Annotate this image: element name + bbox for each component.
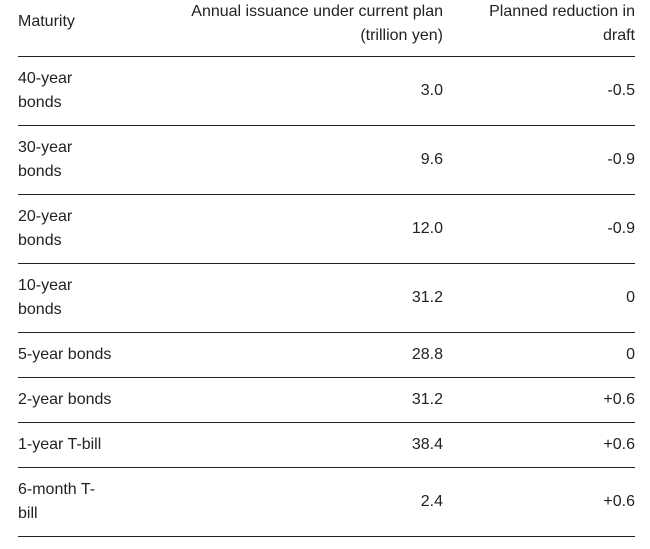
cell-reduction: -0.9 [607,219,635,237]
table-header-row: Maturity Annual issuance under current p… [18,0,635,56]
header-annual-issuance: Annual issuance under current plan (tril… [158,0,443,56]
maturity-label: 10-year bonds [18,276,73,318]
cell-maturity: 5-year bonds [18,345,112,363]
cell-maturity: 6-month T-bill [18,467,158,536]
header-planned-reduction: Planned reduction in draft [443,0,635,56]
cell-maturity: 2-year bonds [18,390,112,408]
cell-maturity: 30-year bonds [18,125,158,194]
maturity-label: 6-month T-bill [18,480,96,522]
header-planned-reduction-label: Planned reduction in draft [489,3,635,44]
cell-maturity: 20-year bonds [18,194,158,263]
issuance-table: Maturity Annual issuance under current p… [18,0,635,537]
cell-reduction: -0.5 [607,81,635,99]
cell-reduction: +0.6 [603,435,635,453]
table-row: 30-year bonds 9.6 -0.9 [18,125,635,194]
table-body: 40-year bonds 3.0 -0.5 30-year bonds 9.6… [18,56,635,536]
table-row: 1-year T-bill 38.4 +0.6 [18,422,635,467]
cell-issuance: 28.8 [411,345,443,363]
cell-issuance: 31.2 [411,288,443,306]
cell-issuance: 38.4 [411,435,443,453]
cell-reduction: 0 [626,345,635,363]
table-row: 2-year bonds 31.2 +0.6 [18,377,635,422]
header-maturity: Maturity [18,13,75,30]
maturity-label: 20-year bonds [18,207,73,249]
cell-issuance: 31.2 [411,390,443,408]
header-annual-issuance-label: Annual issuance under current plan (tril… [191,3,443,44]
table-row: 20-year bonds 12.0 -0.9 [18,194,635,263]
cell-maturity: 1-year T-bill [18,435,102,453]
cell-issuance: 9.6 [420,150,443,168]
cell-reduction: -0.9 [607,150,635,168]
table-row: 6-month T-bill 2.4 +0.6 [18,467,635,536]
cell-reduction: +0.6 [603,492,635,510]
cell-reduction: +0.6 [603,390,635,408]
cell-maturity: 10-year bonds [18,263,158,332]
cell-reduction: 0 [626,288,635,306]
cell-issuance: 3.0 [420,81,443,99]
cell-issuance: 2.4 [420,492,443,510]
maturity-label: 40-year bonds [18,69,73,111]
table-row: 10-year bonds 31.2 0 [18,263,635,332]
cell-maturity: 40-year bonds [18,56,158,125]
cell-issuance: 12.0 [411,219,443,237]
table-row: 5-year bonds 28.8 0 [18,332,635,377]
maturity-label: 30-year bonds [18,138,73,180]
table-row: 40-year bonds 3.0 -0.5 [18,56,635,125]
table-header: Maturity Annual issuance under current p… [18,0,635,56]
